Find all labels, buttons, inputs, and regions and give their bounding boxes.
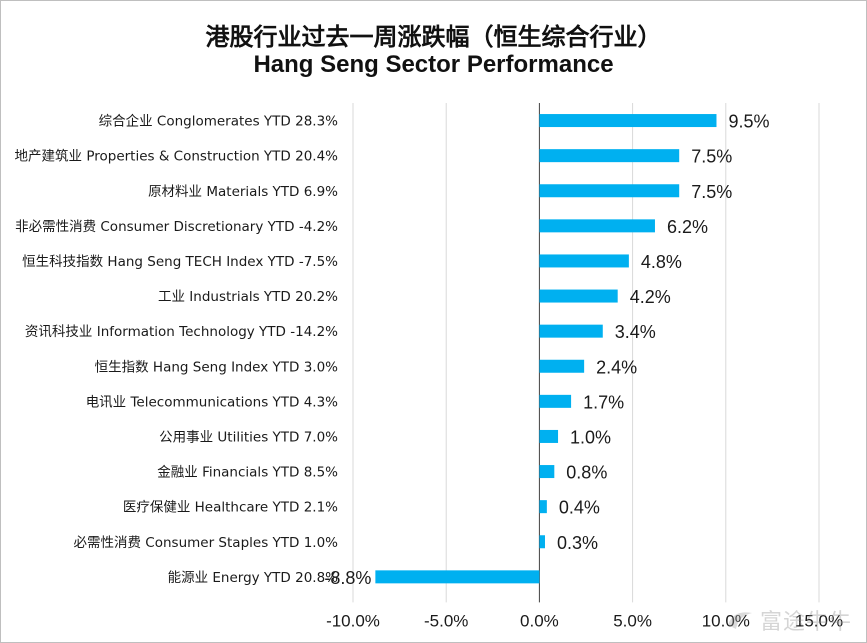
x-tick-label: 15.0% (795, 611, 843, 630)
category-label: 恒生科技指数 Hang Seng TECH Index YTD -7.5% (22, 254, 338, 270)
category-label: 医疗保健业 Healthcare YTD 2.1% (123, 500, 338, 516)
category-label: 金融业 Financials YTD 8.5% (157, 465, 338, 481)
chart-title-en: Hang Seng Sector Performance (253, 51, 614, 78)
bar (539, 184, 680, 198)
category-label: 恒生指数 Hang Seng Index YTD 3.0% (95, 359, 339, 375)
category-label: 综合企业 Conglomerates YTD 28.3% (99, 113, 339, 130)
data-label: 1.7% (583, 392, 624, 412)
x-tick-label: -10.0% (326, 611, 380, 630)
data-label: 0.4% (559, 498, 600, 518)
data-label: -8.8% (324, 568, 371, 588)
data-label: 0.3% (557, 533, 598, 553)
data-label: 3.4% (615, 322, 656, 342)
bar (539, 535, 545, 549)
data-label: 0.8% (566, 463, 607, 483)
bar (375, 570, 540, 584)
bar (539, 359, 585, 373)
x-tick-label: 10.0% (702, 611, 750, 630)
category-label: 工业 Industrials YTD 20.2% (158, 289, 338, 305)
category-label: 地产建筑业 Properties & Construction YTD 20.4… (15, 149, 339, 165)
bar (539, 254, 629, 268)
category-label: 非必需性消费 Consumer Discretionary YTD -4.2% (15, 219, 338, 235)
category-label: 公用事业 Utilities YTD 7.0% (159, 429, 338, 445)
bar (539, 429, 559, 443)
x-tick-label: 5.0% (613, 611, 652, 630)
category-label: 电讯业 Telecommunications YTD 4.3% (86, 394, 338, 410)
category-label: 资讯科技业 Information Technology YTD -14.2% (25, 324, 338, 340)
data-label: 4.2% (630, 287, 671, 307)
category-label: 能源业 Energy YTD 20.8% (168, 570, 339, 586)
chart-title-cn: 港股行业过去一周涨跌幅（恒生综合行业） (205, 23, 662, 51)
data-label: 7.5% (691, 182, 732, 202)
x-tick-label: -5.0% (424, 611, 468, 630)
data-label: 6.2% (667, 217, 708, 237)
data-label: 2.4% (596, 357, 637, 377)
bar (539, 219, 655, 233)
data-label: 9.5% (728, 112, 769, 132)
futu-logo-icon (727, 612, 752, 629)
data-label: 1.0% (570, 427, 611, 447)
bar (539, 465, 555, 479)
bar (539, 394, 572, 408)
category-label: 原材料业 Materials YTD 6.9% (148, 184, 338, 200)
bar (539, 324, 603, 338)
bar (539, 289, 618, 303)
category-label: 必需性消费 Consumer Staples YTD 1.0% (74, 535, 339, 551)
watermark-text: 富途牛牛 (759, 610, 852, 635)
watermark: 富途牛牛 (726, 604, 852, 636)
bar (539, 149, 680, 163)
data-label: 4.8% (641, 252, 682, 272)
data-label: 7.5% (691, 147, 732, 167)
bar (539, 500, 547, 514)
bar (539, 114, 717, 128)
x-tick-label: 0.0% (520, 611, 559, 630)
